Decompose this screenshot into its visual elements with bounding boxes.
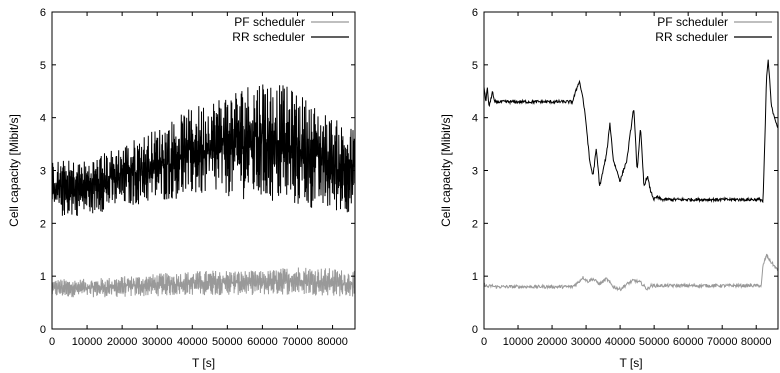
- chart-panel-2: 0 1 2 3 4 5 6 0 10000 20000 30000 40000 50000 60000 70…: [439, 7, 779, 370]
- x-axis-label: T [s]: [192, 356, 215, 370]
- series-line-2: [484, 59, 778, 204]
- x-tick-label: 80000: [317, 336, 348, 348]
- x-tick-label: 0: [49, 336, 55, 348]
- y-tick-label: 0: [40, 324, 46, 336]
- y-tick-label: 4: [472, 113, 478, 125]
- chart-panel-1: 0 1 2 3 4 5 6 0 10000 20000 30000 40000 50000 60000 70…: [7, 7, 356, 370]
- y-tick-label: 3: [472, 166, 478, 178]
- series-line-1: [52, 267, 355, 298]
- x-tick-label: 70000: [282, 336, 313, 348]
- y-tick-label: 5: [40, 60, 46, 72]
- x-tick-label: 30000: [571, 336, 602, 348]
- legend-label: PF scheduler: [234, 15, 305, 29]
- y-tick-label: 2: [472, 218, 478, 230]
- x-tick-label: 20000: [107, 336, 138, 348]
- y-tick-label: 0: [472, 324, 478, 336]
- y-tick-label: 2: [40, 218, 46, 230]
- x-tick-label: 30000: [142, 336, 173, 348]
- x-tick-label: 10000: [72, 336, 103, 348]
- legend-label: RR scheduler: [232, 30, 305, 44]
- x-tick-label: 10000: [503, 336, 534, 348]
- x-tick-label: 50000: [639, 336, 670, 348]
- legend-label: PF scheduler: [657, 15, 728, 29]
- series-line-2: [52, 84, 355, 216]
- x-tick-label: 40000: [177, 336, 208, 348]
- x-tick-label: 20000: [537, 336, 568, 348]
- x-tick-label: 40000: [605, 336, 636, 348]
- y-tick-label: 4: [40, 113, 46, 125]
- y-tick-label: 1: [40, 271, 46, 283]
- legend-label: RR scheduler: [655, 30, 728, 44]
- y-tick-label: 6: [472, 7, 478, 19]
- x-tick-label: 60000: [247, 336, 278, 348]
- x-tick-label: 70000: [707, 336, 738, 348]
- y-axis-label: Cell capacity [Mibit/s]: [7, 114, 21, 227]
- y-tick-label: 6: [40, 7, 46, 19]
- x-tick-label: 80000: [741, 336, 772, 348]
- x-tick-label: 0: [481, 336, 487, 348]
- x-axis-label: T [s]: [619, 356, 642, 370]
- y-tick-label: 5: [472, 60, 478, 72]
- y-tick-label: 3: [40, 166, 46, 178]
- y-tick-label: 1: [472, 271, 478, 283]
- x-tick-label: 60000: [673, 336, 704, 348]
- y-axis-label: Cell capacity [Mibit/s]: [439, 114, 453, 227]
- x-tick-label: 50000: [212, 336, 243, 348]
- series-line-1: [484, 253, 778, 292]
